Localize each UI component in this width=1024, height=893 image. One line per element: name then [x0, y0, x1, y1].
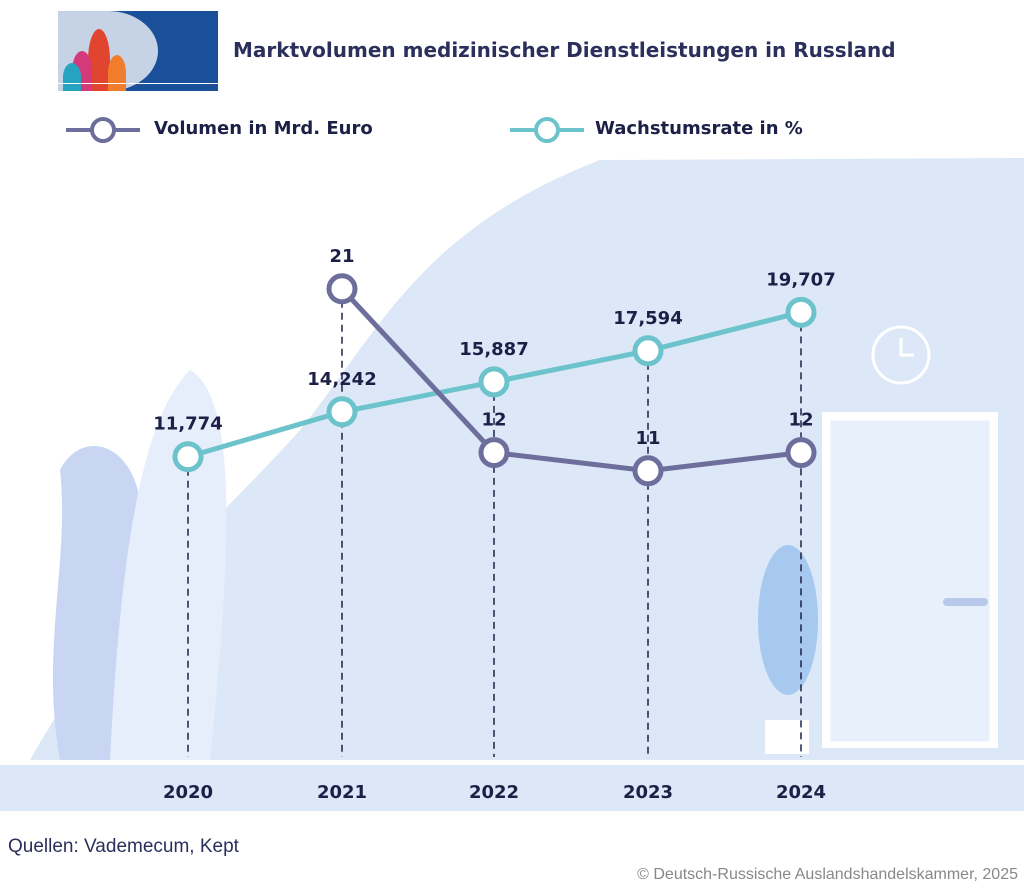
data-label: 11,774 — [153, 414, 222, 435]
data-point — [172, 441, 204, 473]
clock-icon — [871, 325, 931, 385]
page-title: Marktvolumen medizinischer Dienstleistun… — [233, 38, 896, 62]
sources: Quellen: Vademecum, Kept — [8, 836, 239, 857]
data-point — [785, 437, 817, 469]
legend-growth-label: Wachstumsrate in % — [595, 118, 803, 139]
plant-pot — [765, 720, 809, 754]
series-line-0 — [340, 287, 802, 474]
data-label: 19,707 — [766, 269, 835, 290]
legend-volume-icon — [66, 117, 140, 143]
data-point — [478, 437, 510, 469]
data-point — [785, 296, 817, 328]
data-label: 14,242 — [307, 369, 376, 390]
x-tick-label: 2021 — [317, 782, 367, 803]
data-point — [632, 335, 664, 367]
data-label: 12 — [481, 410, 506, 431]
data-label: 11 — [635, 428, 660, 449]
door-panel — [829, 419, 991, 743]
data-point — [326, 273, 358, 305]
copyright: © Deutsch-Russische Auslandshandelskamme… — [637, 866, 1018, 883]
data-label: 15,887 — [459, 339, 528, 360]
data-point — [326, 396, 358, 428]
data-label: 12 — [788, 410, 813, 431]
legend-volume-label: Volumen in Mrd. Euro — [154, 118, 373, 139]
plant-icon — [758, 545, 818, 695]
x-tick-label: 2020 — [163, 782, 213, 803]
x-tick-label: 2022 — [469, 782, 519, 803]
ground-band — [0, 765, 1024, 811]
legend-volume — [66, 116, 140, 148]
legend-growth-icon — [510, 117, 584, 143]
x-tick-label: 2024 — [776, 782, 826, 803]
data-label: 17,594 — [613, 308, 682, 329]
x-tick-label: 2023 — [623, 782, 673, 803]
data-point — [632, 455, 664, 487]
clock-hands — [899, 338, 914, 357]
data-label: 21 — [329, 246, 354, 267]
data-point — [478, 366, 510, 398]
door-handle — [943, 598, 988, 606]
legend-growth — [510, 116, 584, 148]
logo — [58, 11, 218, 91]
